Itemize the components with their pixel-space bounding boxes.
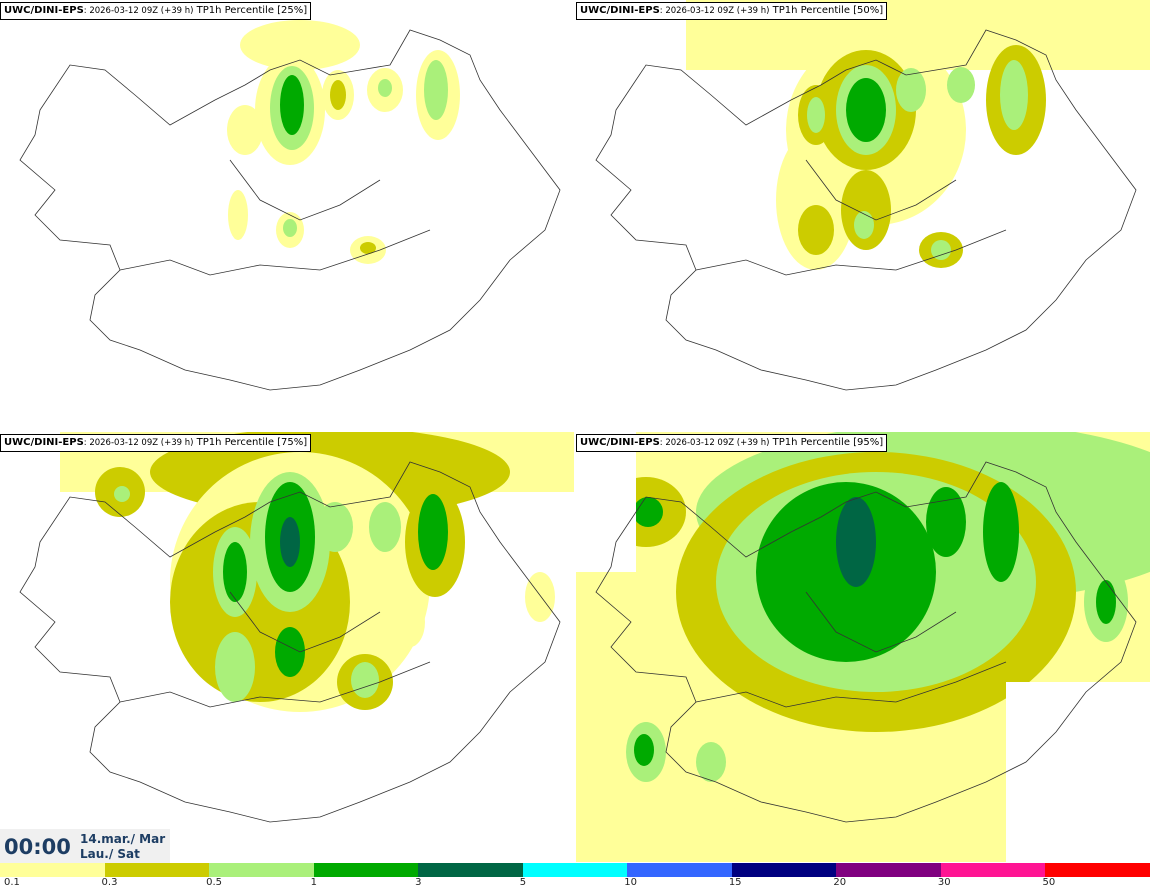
colorbar-tick-label: 10 bbox=[624, 877, 637, 888]
precip-areas bbox=[686, 0, 1150, 270]
precip-map bbox=[595, 0, 1150, 391]
colorbar-tick-label: 0.3 bbox=[101, 877, 118, 888]
colorbar-tick-label: 20 bbox=[833, 877, 847, 888]
colorbar bbox=[0, 863, 1150, 877]
date-line-2: Lau./ Sat bbox=[80, 847, 140, 861]
precip-map bbox=[19, 20, 561, 391]
colorbar-tick-label: 0.1 bbox=[4, 877, 20, 888]
colorbar-segment bbox=[836, 863, 941, 877]
precip-areas bbox=[60, 432, 574, 712]
colorbar-segment bbox=[104, 863, 210, 877]
map-panel-p50: UWC/DINI-EPS: 2026-03-12 09Z (+39 h) TP1… bbox=[576, 0, 1150, 430]
colorbar-segment bbox=[418, 863, 523, 877]
map-panel-p25: UWC/DINI-EPS: 2026-03-12 09Z (+39 h) TP1… bbox=[0, 0, 574, 430]
colorbar-tick-label: 50 bbox=[1042, 877, 1056, 888]
colorbar-segment bbox=[209, 863, 314, 877]
colorbar-ticks: 0.1 0.3 0.5 1 3 5 10 15 20 30 50 bbox=[0, 877, 1150, 891]
iceland-outline bbox=[595, 461, 1137, 823]
colorbar-tick-label: 15 bbox=[728, 877, 742, 888]
colorbar-tick-label: 5 bbox=[519, 877, 527, 888]
date-line-1: 14.mar./ Mar bbox=[80, 832, 166, 846]
panel-title: UWC/DINI-EPS: 2026-03-12 09Z (+39 h) TP1… bbox=[576, 434, 888, 452]
map-panel-p75: UWC/DINI-EPS: 2026-03-12 09Z (+39 h) TP1… bbox=[0, 432, 574, 862]
colorbar-segment bbox=[940, 863, 1046, 877]
colorbar-segment bbox=[1045, 863, 1150, 877]
colorbar-segment bbox=[522, 863, 628, 877]
colorbar-segment bbox=[731, 863, 837, 877]
panel-title: UWC/DINI-EPS: 2026-03-12 09Z (+39 h) TP1… bbox=[0, 2, 312, 20]
colorbar-segment bbox=[627, 863, 732, 877]
valid-time-date: 14.mar./ Mar Lau./ Sat bbox=[80, 832, 165, 862]
colorbar-tick-label: 0.5 bbox=[206, 877, 222, 888]
map-panel-p95: UWC/DINI-EPS: 2026-03-12 09Z (+39 h) TP1… bbox=[576, 432, 1150, 862]
precip-map bbox=[19, 432, 574, 823]
colorbar-segment bbox=[0, 863, 105, 877]
valid-time-box: 00:00 14.mar./ Mar Lau./ Sat bbox=[0, 829, 170, 863]
colorbar-tick-label: 3 bbox=[415, 877, 422, 888]
panel-title: UWC/DINI-EPS: 2026-03-12 09Z (+39 h) TP1… bbox=[576, 2, 888, 20]
panel-title: UWC/DINI-EPS: 2026-03-12 09Z (+39 h) TP1… bbox=[0, 434, 312, 452]
iceland-outline bbox=[595, 29, 1137, 391]
precip-map bbox=[576, 432, 1150, 862]
iceland-outline bbox=[19, 29, 561, 391]
colorbar-tick-label: 30 bbox=[937, 877, 951, 888]
valid-time-clock: 00:00 bbox=[4, 835, 71, 859]
colorbar-tick-label: 1 bbox=[310, 877, 317, 888]
iceland-outline bbox=[19, 461, 561, 823]
colorbar-segment bbox=[313, 863, 419, 877]
precip-areas bbox=[227, 20, 460, 264]
